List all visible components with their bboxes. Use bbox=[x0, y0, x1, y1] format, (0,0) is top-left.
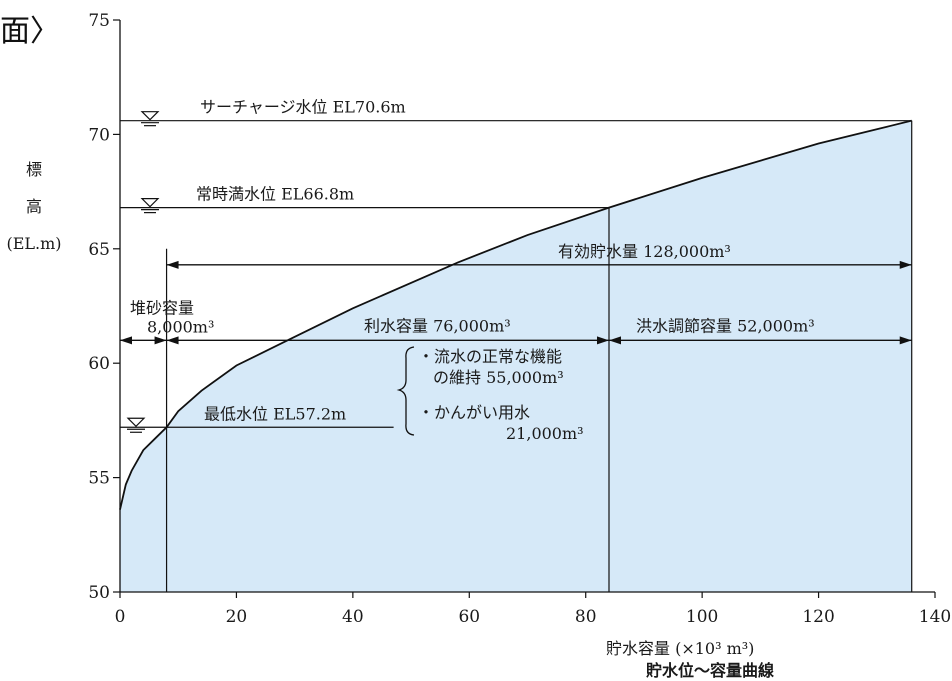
x-tick-label: 100 bbox=[686, 607, 718, 627]
breakdown-line3: ・かんがい用水 bbox=[418, 403, 530, 422]
x-tick-label: 60 bbox=[458, 607, 480, 627]
effective-arrow-head-right bbox=[899, 260, 912, 269]
breakdown-line4: 21,000m³ bbox=[506, 424, 584, 443]
plot-area: 0 20 40 60 80 100 120 140 50 55 60 65 70 75 標高 (EL.m) サー… bbox=[6, 11, 951, 680]
y-axis-label: (EL.m) bbox=[6, 234, 61, 253]
x-tick-label: 80 bbox=[575, 607, 597, 627]
level-marker-normal bbox=[140, 198, 160, 208]
utilization-arrow-head-right bbox=[597, 336, 609, 345]
x-tick-label: 140 bbox=[919, 607, 951, 627]
x-tick-label: 120 bbox=[802, 607, 834, 627]
cropped-heading: 面〉 bbox=[0, 14, 60, 49]
y-tick-label: 65 bbox=[88, 240, 110, 260]
utilization-label: 利水容量 76,000m³ bbox=[364, 316, 511, 335]
sediment-arrow-head-right bbox=[154, 336, 167, 345]
level-marker-surcharge bbox=[140, 111, 160, 121]
y-tick-label: 55 bbox=[88, 469, 110, 489]
effective-label: 有効貯水量 128,000m³ bbox=[558, 242, 731, 261]
effective-arrow-head-left bbox=[166, 260, 179, 269]
chart-title: 貯水位〜容量曲線 bbox=[646, 661, 774, 680]
sediment-arrow-head-left bbox=[120, 336, 132, 345]
level-marker-minimum bbox=[126, 417, 146, 428]
capacity-curve bbox=[119, 119, 912, 510]
flood-label: 洪水調節容量 52,000m³ bbox=[636, 316, 815, 335]
level-label-normal: 常時満水位 EL66.8m bbox=[196, 185, 354, 204]
flood-arrow-head-left bbox=[609, 336, 621, 345]
y-tick-label: 60 bbox=[88, 354, 110, 374]
x-tick-label: 0 bbox=[115, 607, 126, 627]
breakdown-brace bbox=[396, 346, 415, 436]
sediment-label-line1: 堆砂容量 bbox=[130, 298, 194, 317]
utilization-arrow-head-left bbox=[166, 336, 179, 345]
breakdown-line2: の維持 55,000m³ bbox=[433, 368, 564, 387]
y-axis-label: 高 bbox=[26, 197, 42, 216]
y-tick-label: 50 bbox=[88, 583, 110, 603]
sediment-label-line2: 8,000m³ bbox=[147, 317, 214, 336]
y-tick-label: 75 bbox=[88, 11, 110, 31]
capacity-area bbox=[120, 120, 912, 592]
y-tick-label: 70 bbox=[88, 125, 110, 145]
x-tick-label: 20 bbox=[226, 607, 248, 627]
x-tick-label: 40 bbox=[342, 607, 364, 627]
flood-arrow-head-right bbox=[899, 336, 912, 345]
x-axis-label: 貯水容量 (×10³ m³) bbox=[606, 639, 754, 658]
level-label-minimum: 最低水位 EL57.2m bbox=[204, 404, 346, 423]
y-axis-label: 標 bbox=[26, 160, 42, 179]
breakdown-line1: ・流水の正常な機能 bbox=[418, 347, 562, 366]
level-label-surcharge: サーチャージ水位 EL70.6m bbox=[200, 98, 406, 117]
